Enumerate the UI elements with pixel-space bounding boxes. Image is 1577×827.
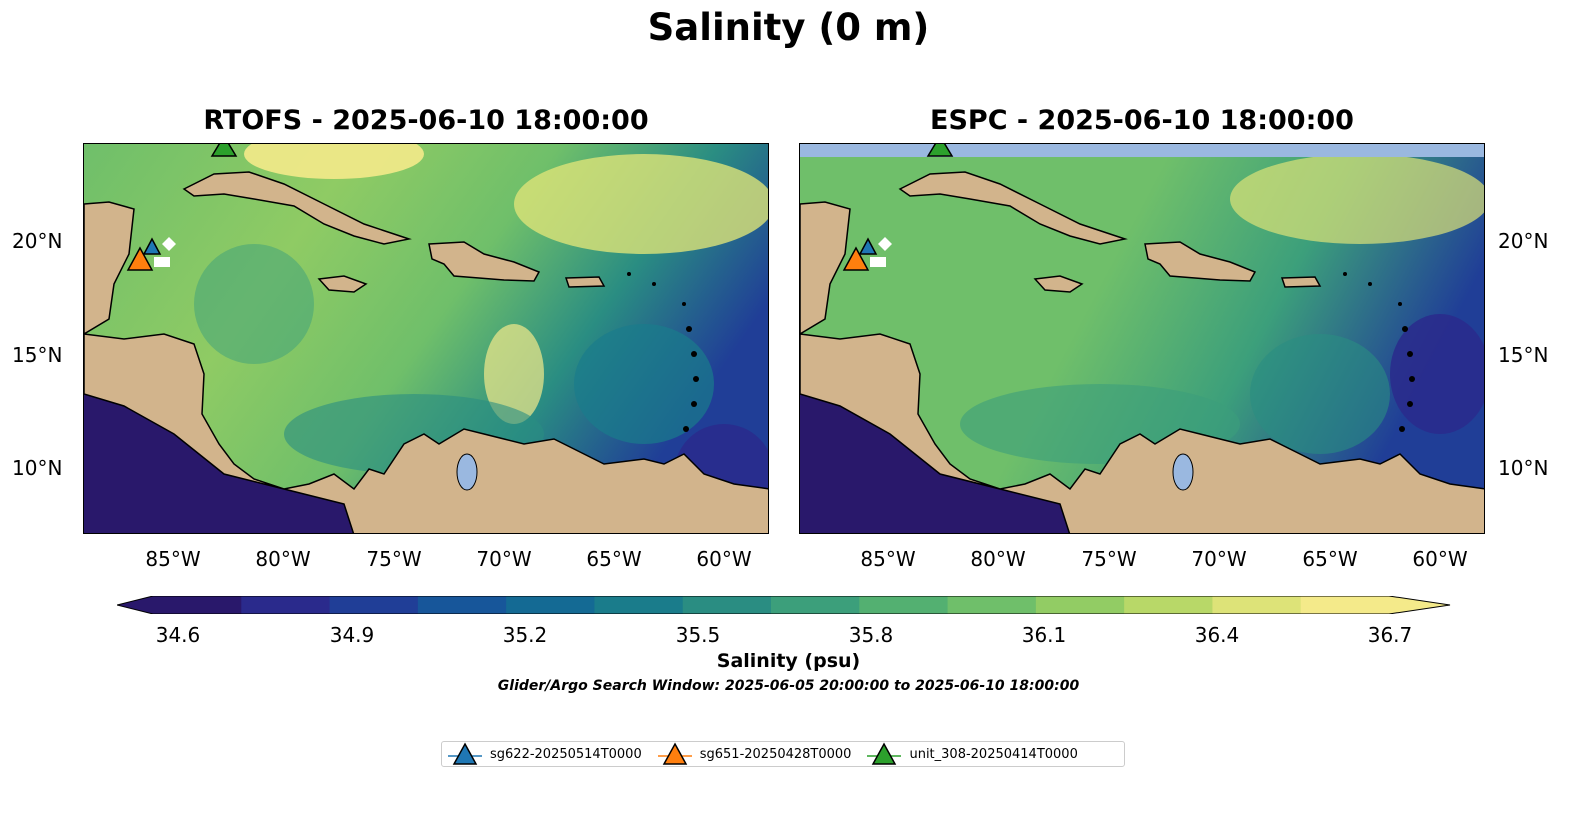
colorbar-segment — [241, 596, 331, 614]
lon-tick-left: 80°W — [255, 547, 311, 571]
figure-title: Salinity (0 m) — [647, 6, 930, 49]
colorbar-extend-max — [1389, 596, 1451, 614]
lon-tick-right: 60°W — [1412, 547, 1468, 571]
legend-item-unit308: unit_308-20250414T0000 — [867, 742, 1078, 766]
lon-tick-right: 85°W — [860, 547, 916, 571]
colorbar-label: Salinity (psu) — [716, 650, 861, 672]
colorbar-tick: 35.2 — [502, 623, 548, 647]
colorbar-segment — [506, 596, 595, 614]
lon-tick-left: 60°W — [696, 547, 752, 571]
map-espc — [799, 143, 1485, 534]
colorbar-segment — [417, 596, 507, 614]
colorbar-segment — [1300, 596, 1390, 614]
marker-sg622 — [142, 237, 162, 255]
lat-tick-15n-left: 15°N — [12, 343, 63, 367]
colorbar-tick: 36.4 — [1194, 623, 1240, 647]
missing-data-band — [800, 144, 1484, 157]
marker-unit308 — [926, 144, 954, 157]
colorbar-segment — [947, 596, 1037, 614]
colorbar-segment — [153, 596, 242, 614]
lat-tick-20n-right: 20°N — [1498, 229, 1549, 253]
colorbar-segment — [771, 596, 860, 614]
triangle-marker-icon — [867, 742, 902, 765]
legend-label: sg651-20250428T0000 — [699, 746, 852, 762]
colorbar-segment — [594, 596, 684, 614]
panel-title-espc: ESPC - 2025-06-10 18:00:00 — [930, 105, 1354, 136]
colorbar-extend-min — [117, 596, 153, 614]
colorbar-tick: 36.1 — [1021, 623, 1067, 647]
legend-label: unit_308-20250414T0000 — [909, 746, 1078, 762]
lon-tick-left: 85°W — [145, 547, 201, 571]
triangle-marker-icon — [657, 742, 692, 765]
marker-sg622 — [858, 237, 878, 255]
colorbar-segment — [1035, 596, 1125, 614]
map-rtofs — [83, 143, 769, 534]
lat-tick-20n-left: 20°N — [12, 229, 63, 253]
colorbar-tick: 34.6 — [155, 623, 201, 647]
marker-sg651 — [842, 246, 870, 271]
colorbar — [116, 595, 1451, 618]
colorbar-segment — [1124, 596, 1213, 614]
legend-item-sg651: sg651-20250428T0000 — [657, 742, 852, 766]
colorbar-tick: 36.7 — [1367, 623, 1413, 647]
legend-item-sg622: sg622-20250514T0000 — [448, 742, 642, 766]
colorbar-segment — [1212, 596, 1302, 614]
legend-label: sg622-20250514T0000 — [490, 746, 642, 762]
colorbar-tick: 35.5 — [675, 623, 721, 647]
legend: sg622-20250514T0000 sg651-20250428T0000 … — [441, 741, 1125, 767]
lon-tick-right: 80°W — [970, 547, 1026, 571]
colorbar-tick: 35.8 — [848, 623, 894, 647]
colorbar-segment — [859, 596, 949, 614]
lat-tick-10n-left: 10°N — [12, 456, 63, 480]
lat-tick-10n-right: 10°N — [1498, 456, 1549, 480]
lon-tick-right: 75°W — [1081, 547, 1137, 571]
marker-unit308 — [210, 144, 238, 157]
triangle-marker-icon — [448, 742, 482, 765]
colorbar-segment — [682, 596, 772, 614]
marker-sg651 — [126, 246, 154, 271]
panel-title-rtofs: RTOFS - 2025-06-10 18:00:00 — [203, 105, 649, 136]
search-window-text: Glider/Argo Search Window: 2025-06-05 20… — [497, 678, 1080, 694]
lon-tick-left: 65°W — [586, 547, 642, 571]
lon-tick-right: 70°W — [1191, 547, 1247, 571]
lon-tick-left: 70°W — [476, 547, 532, 571]
colorbar-segment — [329, 596, 419, 614]
lat-tick-15n-right: 15°N — [1498, 343, 1549, 367]
lon-tick-right: 65°W — [1302, 547, 1358, 571]
lon-tick-left: 75°W — [366, 547, 422, 571]
colorbar-tick: 34.9 — [329, 623, 375, 647]
